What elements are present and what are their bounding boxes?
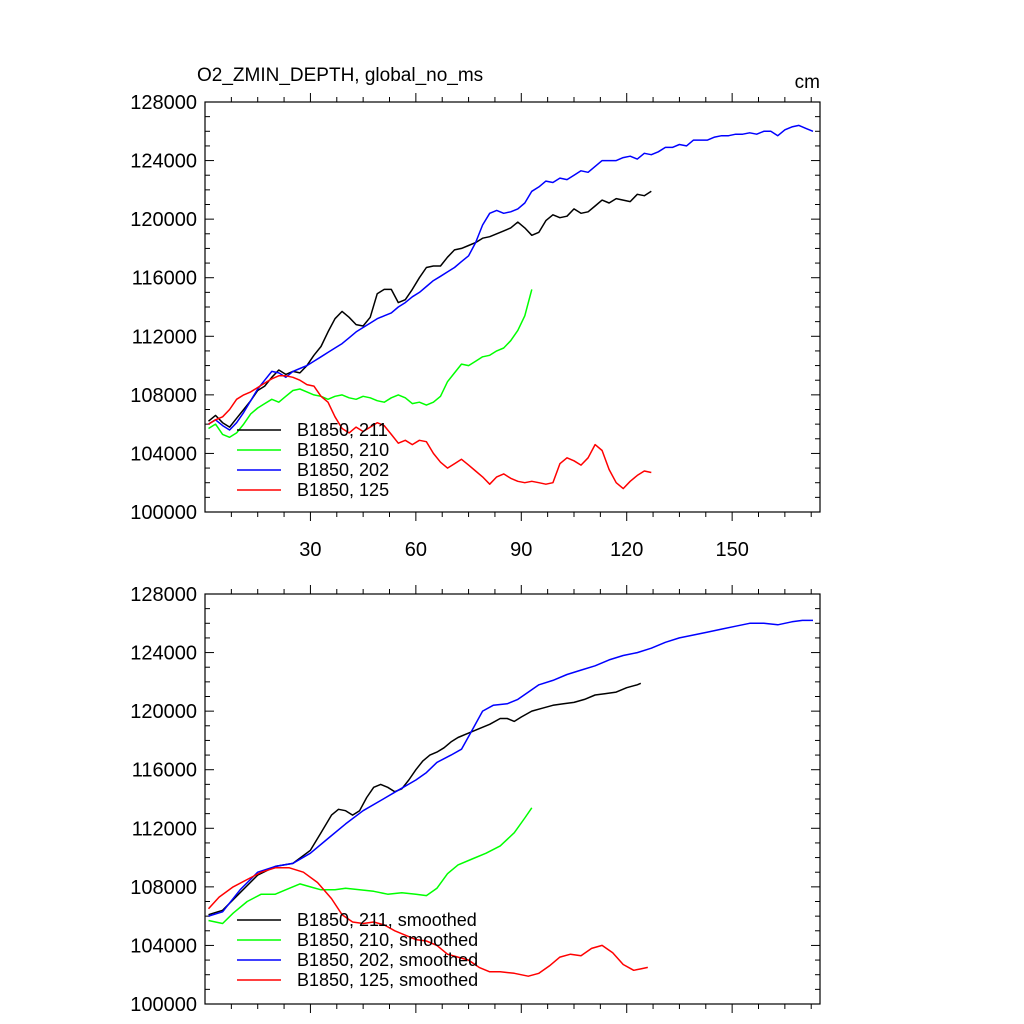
- y-tick-label: 112000: [132, 818, 197, 840]
- y-tick-label: 108000: [130, 877, 197, 899]
- x-tick-label: 90: [510, 539, 532, 561]
- y-tick-label: 128000: [130, 92, 197, 114]
- series-line-0: [208, 682, 642, 916]
- series-line-2: [208, 124, 814, 431]
- y-tick-label: 100000: [130, 994, 197, 1016]
- y-tick-label: 104000: [130, 935, 197, 957]
- y-tick-label: 116000: [132, 760, 197, 782]
- x-tick-label: 30: [299, 539, 321, 561]
- legend-label: B1850, 125: [297, 480, 389, 500]
- legend-label: B1850, 211: [297, 420, 388, 440]
- series-line-0: [208, 190, 652, 428]
- legend-label: B1850, 210, smoothed: [297, 930, 478, 950]
- series-line-1: [208, 807, 533, 925]
- y-tick-label: 124000: [130, 643, 197, 665]
- y-tick-label: 128000: [130, 584, 197, 606]
- x-tick-label: 120: [610, 539, 643, 561]
- legend-label: B1850, 125, smoothed: [297, 970, 478, 990]
- y-tick-label: 120000: [130, 209, 197, 231]
- legend-label: B1850, 211, smoothed: [297, 910, 477, 930]
- y-tick-label: 120000: [130, 701, 197, 723]
- y-tick-label: 104000: [130, 443, 197, 465]
- units-label: cm: [795, 72, 820, 93]
- series-line-2: [208, 619, 813, 917]
- y-tick-label: 100000: [130, 502, 197, 524]
- bottom-chart-panel: 100000 104000 108000 112000 116000 120000 1240…: [130, 584, 821, 1016]
- series-line-3: [208, 375, 652, 490]
- legend-label: B1850, 210: [297, 440, 389, 460]
- y-tick-label: 116000: [132, 268, 197, 290]
- top-chart-panel: 100000 104000 108000 112000 116000 120000 1240…: [130, 65, 821, 561]
- x-tick-label: 60: [405, 539, 427, 561]
- legend-label: B1850, 202, smoothed: [297, 950, 478, 970]
- chart-title: O2_ZMIN_DEPTH, global_no_ms: [197, 65, 483, 86]
- legend-label: B1850, 202: [297, 460, 389, 480]
- y-tick-label: 124000: [130, 151, 197, 173]
- series-line-1: [208, 289, 533, 439]
- series-line-3: [207, 867, 648, 977]
- y-tick-label: 112000: [132, 326, 197, 348]
- x-tick-label: 150: [715, 539, 748, 561]
- y-tick-label: 108000: [130, 385, 197, 407]
